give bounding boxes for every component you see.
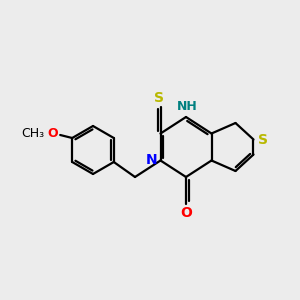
Text: O: O	[180, 206, 192, 220]
Text: NH: NH	[177, 100, 198, 113]
Text: S: S	[154, 91, 164, 105]
Text: O: O	[47, 127, 58, 140]
Text: S: S	[258, 133, 268, 146]
Text: N: N	[146, 154, 158, 167]
Text: CH₃: CH₃	[22, 127, 45, 140]
